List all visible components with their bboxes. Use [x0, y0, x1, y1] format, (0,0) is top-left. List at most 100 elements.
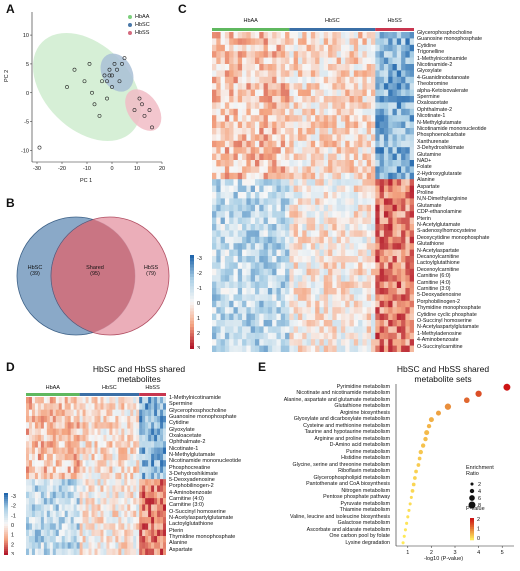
- heat-cell: [133, 491, 137, 499]
- heat-cell: [306, 249, 312, 257]
- heat-cell: [388, 185, 393, 193]
- heat-cell: [336, 140, 342, 148]
- heat-cell: [336, 44, 342, 52]
- heat-cell: [315, 153, 320, 161]
- heat-cell: [40, 415, 45, 423]
- heat-cell: [310, 140, 316, 148]
- heat-cell: [401, 44, 406, 52]
- heat-cell: [379, 38, 385, 46]
- heat-cell: [52, 523, 57, 531]
- heat-cell: [67, 498, 71, 505]
- heat-cell: [136, 460, 140, 467]
- heat-cell: [315, 268, 320, 276]
- heat-cell: [315, 76, 320, 84]
- heat-cell: [332, 230, 337, 238]
- heat-cell: [362, 224, 368, 231]
- heat-cell: [233, 153, 239, 161]
- heat-cell: [276, 172, 282, 180]
- heat-cell: [276, 300, 282, 308]
- heat-cell: [259, 313, 264, 321]
- heat-cell: [46, 447, 51, 455]
- heat-cell: [91, 453, 95, 461]
- heat-cell: [366, 172, 372, 180]
- heat-cell: [379, 64, 385, 71]
- heat-cell: [310, 147, 316, 154]
- heat-cell: [319, 172, 325, 180]
- heat-cell: [220, 102, 226, 110]
- heat-cell: [148, 453, 152, 461]
- heat-cell: [73, 397, 77, 404]
- colorbar-step: [4, 536, 8, 539]
- heat-cell: [349, 83, 355, 90]
- row-label: N-Acetylaspartylglutamate: [169, 515, 234, 522]
- heat-cell: [383, 70, 389, 78]
- row-label: Carnitine (4:0): [169, 496, 204, 503]
- heat-cell: [315, 275, 320, 282]
- heat-cell: [375, 243, 380, 250]
- heat-cell: [388, 134, 393, 142]
- heat-cell: [396, 70, 402, 78]
- heat-cell: [112, 523, 116, 531]
- heat-cell: [115, 466, 119, 474]
- heat-cell: [94, 403, 98, 410]
- heat-cell: [383, 134, 389, 142]
- group-bar: [26, 393, 80, 396]
- heat-cell: [103, 409, 107, 417]
- heat-cell: [229, 166, 234, 174]
- heat-cell: [263, 102, 269, 110]
- heat-cell: [302, 224, 307, 231]
- heat-cell: [136, 422, 140, 429]
- heat-cell: [280, 147, 286, 154]
- heat-cell: [70, 548, 74, 555]
- heat-cell: [340, 230, 346, 238]
- heat-cell: [254, 236, 260, 244]
- heat-cell: [332, 57, 337, 65]
- heat-cell: [28, 504, 33, 512]
- heat-cell: [345, 102, 350, 110]
- heat-cell: [396, 230, 402, 238]
- heat-cell: [40, 529, 45, 537]
- heat-cell: [67, 510, 71, 518]
- heat-cell: [148, 460, 152, 467]
- heat-cell: [323, 185, 329, 193]
- heat-cell: [142, 434, 146, 442]
- colorbar-step: [4, 550, 8, 554]
- heat-cell: [328, 313, 333, 321]
- heat-cell: [267, 256, 273, 263]
- colorbar-step: [190, 327, 194, 331]
- heat-cell: [362, 160, 368, 167]
- heat-cell: [289, 166, 294, 174]
- heat-cell: [280, 320, 286, 327]
- heat-cell: [392, 160, 398, 167]
- heat-cell: [293, 204, 299, 212]
- heat-cell: [276, 230, 282, 238]
- heat-cell: [328, 268, 333, 276]
- heat-cell: [91, 479, 95, 486]
- heat-cell: [285, 230, 290, 238]
- heat-cell: [224, 115, 230, 122]
- heat-cell: [145, 548, 149, 555]
- heat-cell: [97, 428, 101, 436]
- heat-cell: [250, 185, 256, 193]
- heat-cell: [289, 128, 294, 135]
- heat-cell: [212, 76, 217, 84]
- heat-cell: [267, 96, 273, 103]
- heat-cell: [366, 268, 372, 276]
- colorbar-step: [4, 534, 8, 537]
- heat-cell: [64, 498, 69, 505]
- heat-cell: [409, 172, 414, 180]
- heat-cell: [332, 140, 337, 148]
- heat-cell: [396, 121, 402, 129]
- heat-cell: [392, 102, 398, 110]
- panel-c-letter: C: [178, 2, 187, 16]
- heat-cell: [67, 453, 71, 461]
- heat-cell: [388, 44, 393, 52]
- heat-cell: [73, 536, 77, 543]
- heat-cell: [383, 345, 389, 352]
- heat-cell: [340, 294, 346, 302]
- heat-cell: [109, 510, 113, 518]
- group-bar: [289, 28, 376, 31]
- colorbar-tick: -2: [197, 271, 202, 277]
- heat-cell: [392, 70, 398, 78]
- color-legend-step: [470, 538, 474, 541]
